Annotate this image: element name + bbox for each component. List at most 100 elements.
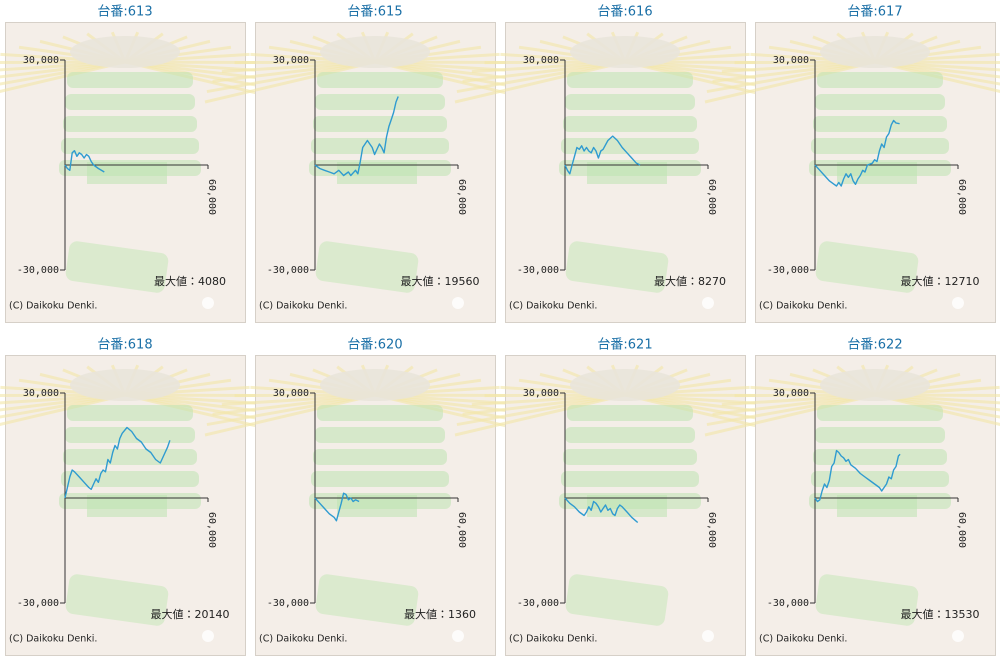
decor-tray <box>317 72 443 88</box>
decor-tray <box>815 427 945 443</box>
x-tick-label: 60,000 <box>456 179 467 215</box>
data-line <box>314 492 360 522</box>
copyright: (C) Daikoku Denki. <box>759 634 847 645</box>
chart-panel: 台番:613 30,000 -30,000 60,000 最大値：4080 (C) Dai… <box>0 4 296 323</box>
decor-tray <box>317 405 443 421</box>
chart-panel: 台番:618 30,000 -30,000 60,000 最大値：20140 (C) Da… <box>0 337 296 656</box>
copyright: (C) Daikoku Denki. <box>509 301 597 312</box>
y-tick-label: -30,000 <box>17 598 59 609</box>
decor-base <box>837 495 917 517</box>
decor-ray <box>704 393 876 437</box>
decor-rice <box>570 36 680 68</box>
max-value-note: 最大値：19560 <box>401 274 480 288</box>
y-tick-label: -30,000 <box>267 598 309 609</box>
copyright: (C) Daikoku Denki. <box>259 634 347 645</box>
decor-dot <box>952 630 964 642</box>
copyright: (C) Daikoku Denki. <box>9 634 97 645</box>
data-line <box>64 426 171 499</box>
y-tick-label: -30,000 <box>517 598 559 609</box>
decor-rice <box>70 36 180 68</box>
max-value-note: 最大値：4080 <box>154 274 226 288</box>
decor-tray <box>65 427 195 443</box>
copyright: (C) Daikoku Denki. <box>259 301 347 312</box>
chart-panel: 台番:622 30,000 -30,000 60,000 最大値：13530 (C) Da… <box>704 337 1000 656</box>
decor-tray <box>313 449 447 465</box>
max-value-note: 最大値：8270 <box>654 274 726 288</box>
copyright: (C) Daikoku Denki. <box>9 301 97 312</box>
data-line <box>64 150 105 173</box>
decor-tray <box>67 405 193 421</box>
decor-ray <box>454 393 626 437</box>
chart-title: 台番:621 <box>597 337 652 353</box>
decor-ray <box>874 393 1000 426</box>
decor-dot <box>452 297 464 309</box>
decor-plate <box>315 574 419 626</box>
decor-ray <box>704 60 876 104</box>
y-tick-label: -30,000 <box>517 265 559 276</box>
copyright: (C) Daikoku Denki. <box>509 634 597 645</box>
decor-plate <box>815 241 919 293</box>
decor-ray <box>0 60 126 86</box>
decor-tray <box>63 449 197 465</box>
decor-ray <box>206 393 376 427</box>
decor-base <box>337 162 417 184</box>
decor-ray <box>0 393 126 419</box>
copyright: (C) Daikoku Denki. <box>759 301 847 312</box>
decor-tray <box>813 449 947 465</box>
decor-plate <box>65 574 169 626</box>
decor-ray <box>206 60 376 94</box>
chart-title: 台番:620 <box>347 337 402 353</box>
decor-rice <box>320 36 430 68</box>
decor-tray <box>565 94 695 110</box>
chart-title: 台番:617 <box>847 4 902 20</box>
data-line <box>564 497 639 524</box>
data-line <box>814 119 900 187</box>
decor-tray <box>315 427 445 443</box>
y-tick-label: -30,000 <box>767 598 809 609</box>
data-line <box>814 449 901 503</box>
decor-base <box>837 162 917 184</box>
y-tick-label: 30,000 <box>273 388 309 399</box>
chart-title: 台番:622 <box>847 337 902 353</box>
decor-tray <box>817 72 943 88</box>
data-line <box>564 135 641 175</box>
chart-panel: 台番:616 30,000 -30,000 60,000 最大値：8270 (C) Dai… <box>454 4 796 323</box>
decor-tray <box>813 116 947 132</box>
decor-tray <box>811 471 949 487</box>
decor-tray <box>565 427 695 443</box>
decor-ray <box>874 60 1000 86</box>
x-tick-label: 60,000 <box>206 512 217 548</box>
chart-panel: 台番:615 30,000 -30,000 60,000 最大値：19560 (C) Da… <box>204 4 546 323</box>
chart-panel: 台番:617 30,000 -30,000 60,000 最大値：12710 (C) Da… <box>704 4 1000 323</box>
decor-ray <box>0 393 126 426</box>
decor-tray <box>567 72 693 88</box>
decor-tray <box>817 405 943 421</box>
decor-base <box>87 495 167 517</box>
decor-rice <box>570 369 680 401</box>
x-tick-label: 60,000 <box>456 512 467 548</box>
x-tick-label: 60,000 <box>706 512 717 548</box>
decor-base <box>87 162 167 184</box>
y-tick-label: 30,000 <box>773 55 809 66</box>
data-line <box>314 96 399 177</box>
y-tick-label: 30,000 <box>23 55 59 66</box>
max-value-note: 最大値：12710 <box>901 274 980 288</box>
decor-tray <box>61 471 199 487</box>
decor-tray <box>61 138 199 154</box>
max-value-note: 最大値：13530 <box>901 607 980 621</box>
max-value-note: 最大値：20140 <box>151 607 230 621</box>
decor-ray <box>204 60 376 104</box>
decor-tray <box>313 116 447 132</box>
chart-title: 台番:616 <box>597 4 652 20</box>
decor-tray <box>811 138 949 154</box>
decor-tray <box>563 116 697 132</box>
decor-tray <box>563 449 697 465</box>
decor-ray <box>874 393 1000 419</box>
decor-ray <box>454 60 626 104</box>
chart-title: 台番:615 <box>347 4 402 20</box>
chart-title: 台番:618 <box>97 337 152 353</box>
decor-base <box>587 495 667 517</box>
decor-dot <box>452 630 464 642</box>
